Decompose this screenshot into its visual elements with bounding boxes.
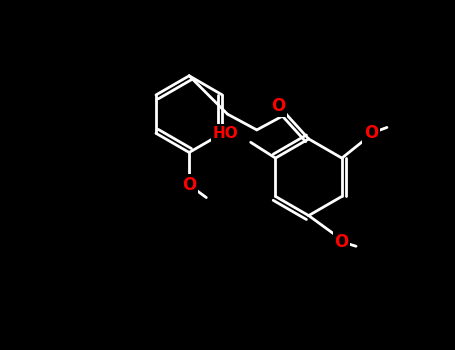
Text: O: O — [271, 97, 285, 115]
Text: O: O — [364, 124, 378, 142]
Text: O: O — [334, 233, 349, 251]
Text: HO: HO — [212, 126, 238, 141]
Text: O: O — [182, 176, 196, 194]
